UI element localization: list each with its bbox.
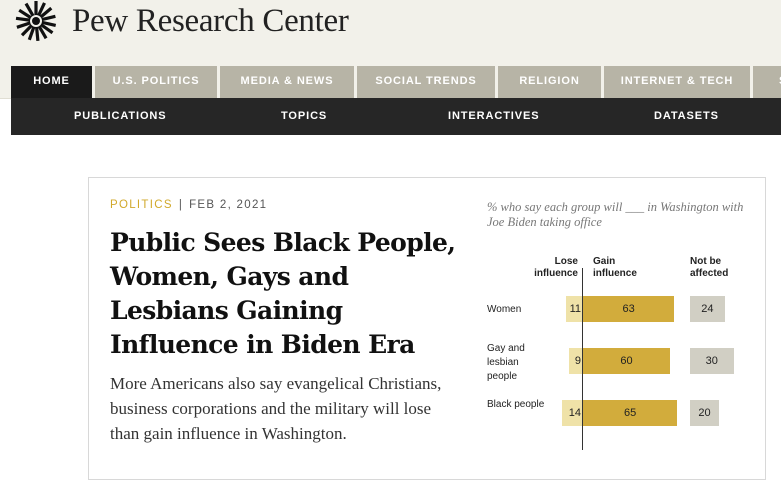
article-summary: More Americans also say evangelical Chri… (110, 374, 442, 443)
bar-gain-influence: 65 (583, 400, 678, 426)
article-meta: POLITICS | FEB 2, 2021 (110, 199, 267, 211)
nav-tab-religion[interactable]: RELIGION (498, 66, 604, 98)
bar-lose-influence: 9 (568, 348, 582, 374)
bar-not-affected: 20 (690, 400, 719, 426)
category-link[interactable]: POLITICS (110, 199, 173, 211)
masthead: Pew Research Center (0, 0, 781, 66)
primary-nav: HOME U.S. POLITICS MEDIA & NEWS SOCIAL T… (0, 66, 781, 98)
nav-tab-home[interactable]: HOME (11, 66, 95, 98)
publish-date: FEB 2, 2021 (189, 199, 268, 211)
bar-gain-influence: 60 (583, 348, 670, 374)
label-lose-influence: 14 (568, 407, 581, 419)
label-lose-influence: 11 (569, 303, 581, 315)
article-headline[interactable]: Public Sees Black People, Women, Gays an… (110, 228, 456, 359)
secondary-nav: PUBLICATIONS TOPICS INTERACTIVES DATASET… (11, 98, 781, 135)
bar-not-affected: 24 (690, 296, 725, 322)
nav-tab-cut-off[interactable]: S (753, 66, 781, 98)
bar-lose-influence: 11 (566, 296, 582, 322)
article-card[interactable]: POLITICS | FEB 2, 2021 Public Sees Black P… (88, 177, 766, 480)
label-not-affected: 24 (701, 303, 714, 315)
header-lose-influence: Lose influence (534, 256, 578, 279)
header-gain-influence: Gain influence (593, 256, 637, 279)
label-lose-influence: 9 (574, 355, 581, 367)
label-gain-influence: 63 (622, 303, 635, 315)
bar-gain-influence: 63 (583, 296, 675, 322)
row-label-2: Black people (487, 399, 545, 410)
bar-not-affected: 30 (690, 348, 734, 374)
meta-separator: | (178, 199, 184, 211)
row-label-1: Gay and lesbian people (487, 343, 525, 382)
subnav-interactives[interactable]: INTERACTIVES (448, 110, 540, 122)
nav-tab-internet-tech[interactable]: INTERNET & TECH (604, 66, 753, 98)
chart-subtitle: % who say each group will ___ in Washing… (487, 200, 744, 229)
subnav-publications[interactable]: PUBLICATIONS (74, 110, 167, 122)
label-not-affected: 20 (698, 407, 711, 419)
label-gain-influence: 60 (620, 355, 633, 367)
nav-tab-us-politics[interactable]: U.S. POLITICS (95, 66, 220, 98)
zero-axis-line (582, 268, 583, 450)
nav-tab-media-news[interactable]: MEDIA & NEWS (220, 66, 357, 98)
subnav-datasets[interactable]: DATASETS (654, 110, 719, 122)
site-logo-text[interactable]: Pew Research Center (72, 3, 349, 39)
label-gain-influence: 65 (624, 407, 637, 419)
bar-lose-influence: 14 (561, 400, 582, 426)
chart: % who say each group will ___ in Washing… (485, 198, 755, 468)
row-label-0: Women (487, 304, 522, 315)
sunburst-logo-icon[interactable] (11, 0, 61, 46)
label-not-affected: 30 (705, 355, 718, 367)
nav-tab-social-trends[interactable]: SOCIAL TRENDS (357, 66, 498, 98)
header-not-affected: Not be affected (690, 256, 729, 279)
subnav-topics[interactable]: TOPICS (281, 110, 328, 122)
